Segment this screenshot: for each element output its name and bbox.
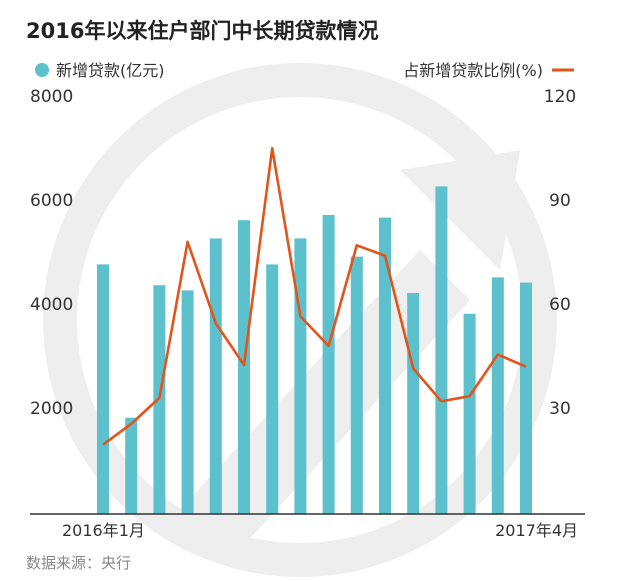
y-left-tick-label: 8000 (30, 87, 73, 107)
y-right-tick-label: 60 (549, 295, 571, 315)
y-left-tick-label: 6000 (30, 191, 73, 211)
y-right-tick-label: 90 (549, 191, 571, 211)
line-series (102, 146, 527, 446)
bar (463, 313, 476, 514)
bar (294, 238, 307, 514)
bar (209, 238, 222, 514)
bar (435, 186, 448, 514)
y-axis-left: 2000 4000 6000 8000 (30, 87, 73, 419)
bar (266, 264, 279, 514)
legend-bar-swatch (35, 63, 49, 77)
y-axis-right: 30 60 90 120 (544, 87, 576, 419)
bar (491, 277, 504, 514)
chart-title: 2016年以来住户部门中长期贷款情况 (26, 19, 378, 43)
bar (379, 217, 391, 514)
source-note: 数据来源：央行 (26, 554, 131, 572)
bar (181, 290, 194, 514)
bar (322, 215, 335, 514)
legend-bar-label: 新增贷款(亿元) (56, 61, 165, 80)
bar (407, 293, 420, 514)
bar (238, 220, 250, 514)
y-left-tick-label: 2000 (30, 399, 73, 419)
x-tick-label-start: 2016年1月 (62, 521, 145, 540)
legend-line-label: 占新增贷款比例(%) (403, 61, 543, 80)
bar (520, 282, 532, 514)
line-path (102, 146, 527, 446)
y-right-tick-label: 120 (544, 87, 576, 107)
bar-series (97, 186, 532, 514)
bar (125, 417, 138, 514)
y-right-tick-label: 30 (549, 399, 571, 419)
bar (97, 264, 109, 514)
bar (350, 256, 363, 514)
x-tick-label-end: 2017年4月 (495, 521, 578, 540)
y-left-tick-label: 4000 (30, 295, 73, 315)
